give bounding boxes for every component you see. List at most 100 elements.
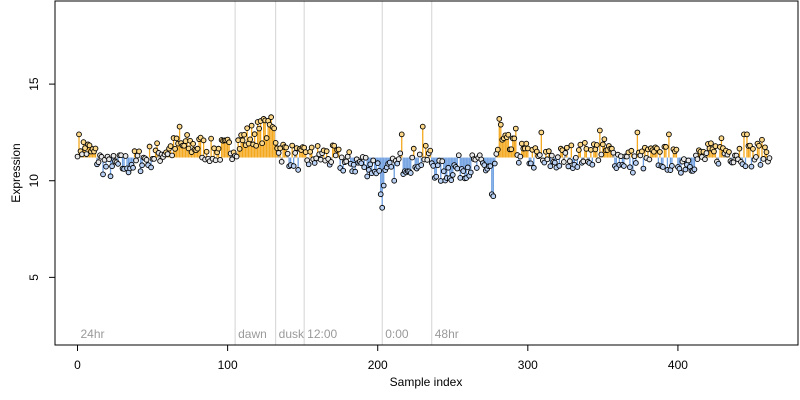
data-point bbox=[338, 154, 345, 161]
data-point bbox=[589, 161, 596, 168]
data-point bbox=[308, 144, 315, 151]
data-point bbox=[762, 144, 768, 151]
data-point bbox=[515, 159, 522, 166]
data-point bbox=[663, 144, 669, 150]
data-point bbox=[631, 153, 638, 160]
data-point bbox=[654, 145, 660, 152]
data-point bbox=[497, 121, 504, 128]
data-point bbox=[289, 142, 296, 149]
data-point bbox=[203, 148, 210, 155]
data-point bbox=[173, 135, 180, 142]
data-point bbox=[391, 177, 398, 184]
data-point bbox=[633, 160, 639, 166]
data-point bbox=[726, 149, 732, 155]
data-point bbox=[628, 147, 635, 154]
data-point bbox=[598, 151, 605, 158]
data-point bbox=[331, 142, 338, 149]
data-point bbox=[268, 114, 274, 120]
data-point bbox=[154, 140, 160, 147]
data-point bbox=[398, 131, 405, 138]
data-point bbox=[275, 150, 282, 156]
data-point bbox=[544, 156, 551, 163]
data-point bbox=[576, 147, 582, 153]
data-point bbox=[380, 182, 387, 189]
data-point bbox=[137, 168, 144, 175]
data-point bbox=[244, 125, 250, 132]
data-point bbox=[548, 152, 555, 159]
data-point bbox=[490, 193, 497, 200]
data-point bbox=[660, 164, 666, 170]
data-point bbox=[352, 168, 359, 175]
data-point bbox=[314, 143, 321, 149]
data-point bbox=[332, 152, 339, 159]
data-point bbox=[753, 154, 759, 160]
data-point bbox=[512, 125, 519, 132]
y-axis: 5 10 15 bbox=[27, 77, 56, 281]
data-point bbox=[422, 142, 429, 149]
data-point bbox=[388, 163, 395, 170]
data-point bbox=[582, 140, 588, 146]
data-point bbox=[130, 164, 136, 171]
data-point bbox=[669, 162, 675, 169]
data-point bbox=[640, 165, 647, 172]
data-point bbox=[151, 156, 157, 162]
data-point bbox=[335, 146, 342, 153]
data-point bbox=[226, 139, 232, 146]
data-point bbox=[169, 152, 175, 159]
plot-frame bbox=[54, 0, 799, 346]
data-point bbox=[236, 145, 243, 152]
data-point bbox=[694, 156, 701, 162]
data-point bbox=[568, 142, 575, 149]
data-point bbox=[657, 149, 663, 155]
data-point bbox=[556, 162, 563, 169]
data-point bbox=[718, 135, 725, 142]
data-point bbox=[139, 162, 145, 169]
data-point bbox=[424, 157, 431, 163]
data-point bbox=[370, 157, 377, 164]
data-point bbox=[284, 150, 291, 157]
period-lines bbox=[234, 1, 433, 345]
data-point bbox=[505, 131, 512, 138]
data-point bbox=[340, 167, 347, 174]
data-point bbox=[487, 163, 494, 169]
data-point bbox=[395, 156, 402, 162]
data-point bbox=[379, 204, 386, 211]
data-point bbox=[730, 159, 737, 166]
data-point bbox=[148, 164, 154, 171]
data-point bbox=[346, 149, 353, 155]
data-point bbox=[566, 158, 573, 165]
data-point bbox=[409, 154, 416, 161]
data-point bbox=[377, 191, 384, 198]
data-point bbox=[757, 162, 764, 168]
data-point bbox=[527, 160, 534, 167]
data-point bbox=[682, 166, 689, 173]
data-point bbox=[74, 153, 81, 160]
x-axis: 0 100 200 300 400 bbox=[74, 344, 688, 372]
data-point bbox=[295, 167, 302, 173]
data-point bbox=[440, 168, 447, 175]
data-point bbox=[708, 140, 714, 147]
data-point bbox=[621, 163, 627, 169]
data-point bbox=[508, 146, 515, 153]
data-point bbox=[110, 152, 117, 159]
data-point bbox=[278, 158, 285, 165]
data-point bbox=[646, 156, 653, 163]
data-point bbox=[430, 162, 437, 169]
data-point bbox=[190, 140, 196, 147]
data-point bbox=[563, 144, 570, 151]
data-point bbox=[200, 137, 207, 144]
data-point bbox=[554, 154, 561, 161]
data-point bbox=[350, 161, 357, 168]
data-point bbox=[634, 129, 641, 136]
data-point bbox=[419, 123, 426, 130]
data-point bbox=[167, 143, 174, 149]
data-point bbox=[106, 156, 112, 163]
data-point bbox=[595, 157, 602, 164]
data-point bbox=[763, 149, 770, 155]
data-point bbox=[433, 173, 440, 180]
data-point bbox=[748, 163, 755, 170]
y-axis-label: Expression bbox=[9, 143, 23, 202]
data-point bbox=[597, 127, 603, 134]
